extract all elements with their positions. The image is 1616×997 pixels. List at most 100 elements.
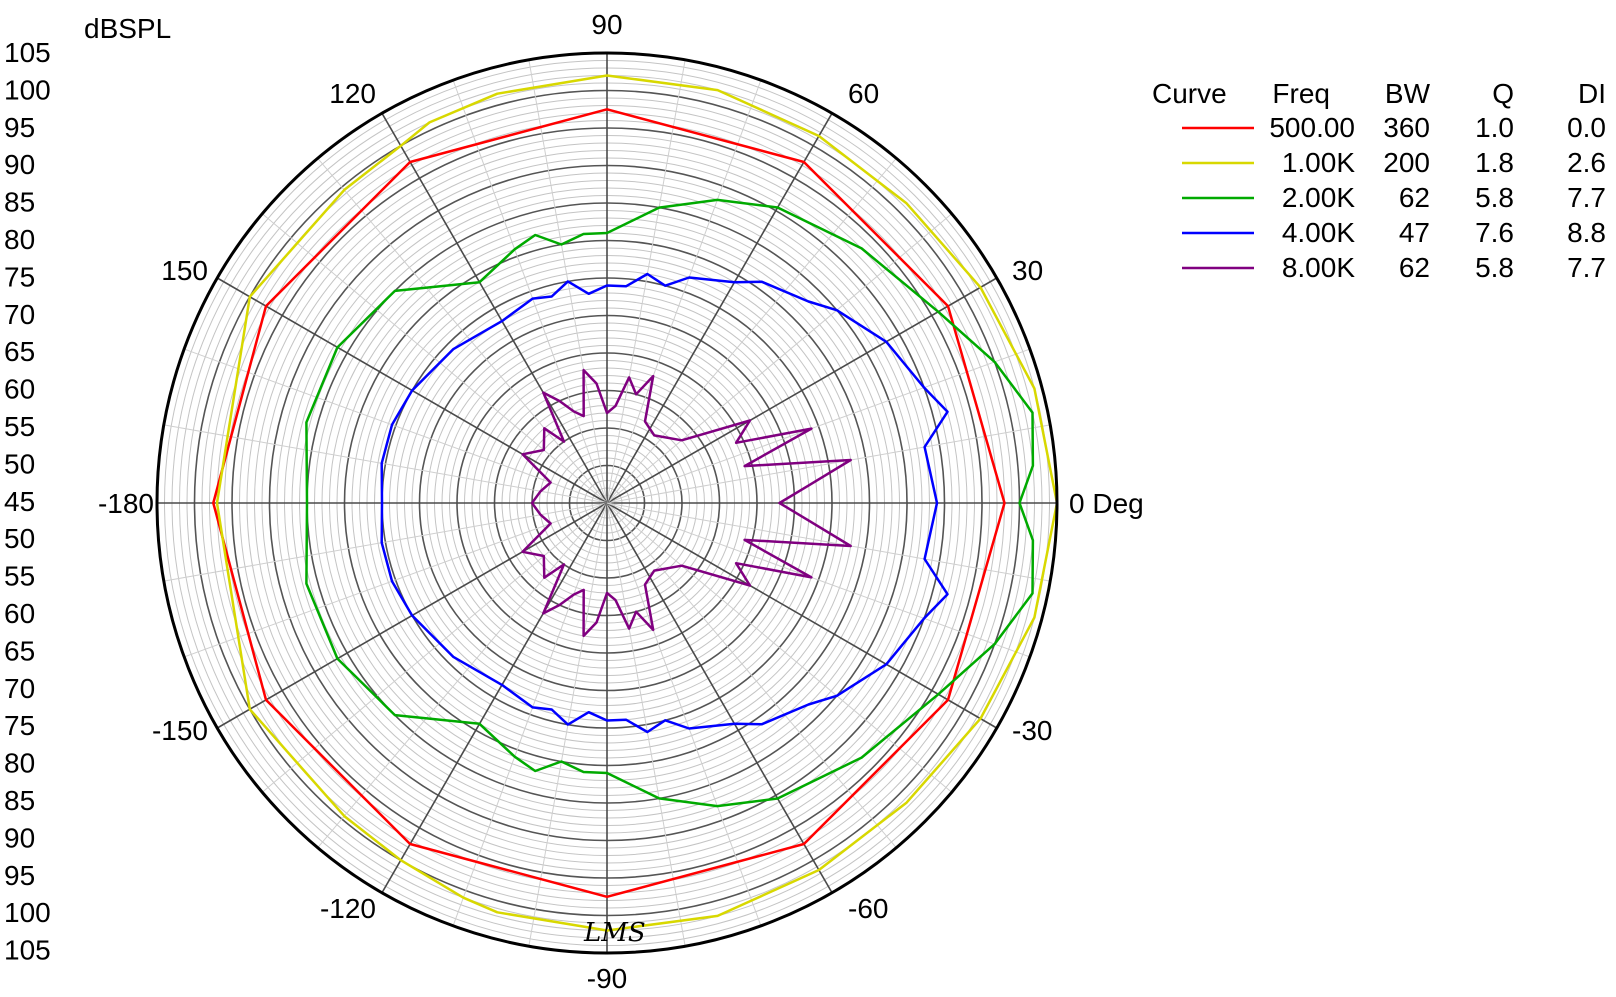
minor-spoke <box>606 502 686 947</box>
radial-tick-label: 95 <box>4 112 35 143</box>
angle-label: -120 <box>320 893 376 924</box>
angle-label: 0 Deg <box>1069 488 1144 519</box>
radial-tick-label: 55 <box>4 411 35 442</box>
outer-ring <box>155 51 1059 955</box>
radial-tick-label: 105 <box>4 37 51 68</box>
polar-grid <box>157 53 1057 953</box>
legend-q: 7.6 <box>1475 217 1514 248</box>
radial-tick-label: 65 <box>4 635 35 666</box>
legend-q: 1.8 <box>1475 147 1514 178</box>
minor-spoke <box>606 502 953 793</box>
minor-spoke <box>261 213 608 504</box>
radial-tick-label: 90 <box>4 149 35 180</box>
outer-circle <box>155 51 1059 955</box>
series-line-1 <box>212 108 1006 899</box>
minor-spoke <box>452 502 608 927</box>
lms-watermark: LMS <box>583 918 646 948</box>
legend-q: 5.8 <box>1475 252 1514 283</box>
series-line-4 <box>380 272 949 734</box>
minor-spoke <box>183 502 608 658</box>
radial-tick-label: 100 <box>4 897 51 928</box>
radial-tick-label: 70 <box>4 299 35 330</box>
radial-tick-label: 80 <box>4 224 35 255</box>
angle-label: -60 <box>848 893 888 924</box>
legend-di: 7.7 <box>1567 182 1606 213</box>
minor-spoke <box>606 424 1051 504</box>
major-spoke <box>606 502 833 894</box>
legend-di: 7.7 <box>1567 252 1606 283</box>
legend-di: 8.8 <box>1567 217 1606 248</box>
radial-tick-label: 95 <box>4 860 35 891</box>
angle-label: 90 <box>591 9 622 40</box>
minor-spoke <box>606 59 686 504</box>
minor-spoke <box>606 502 1031 658</box>
series-line-2 <box>215 74 1059 932</box>
minor-spoke <box>163 424 608 504</box>
radial-tick-label: 90 <box>4 822 35 853</box>
minor-spoke <box>452 79 608 504</box>
angle-label: -180 <box>98 488 154 519</box>
legend-di: 0.0 <box>1567 112 1606 143</box>
series-line-3 <box>305 198 1035 808</box>
legend-freq: 8.00K <box>1282 252 1355 283</box>
legend-bw: 200 <box>1383 147 1430 178</box>
y-axis-title: dBSPL <box>84 13 171 44</box>
radial-tick-label: 60 <box>4 374 35 405</box>
angle-label: -90 <box>587 963 627 994</box>
legend-bw: 360 <box>1383 112 1430 143</box>
minor-spoke <box>606 348 1031 504</box>
angle-label: 60 <box>848 78 879 109</box>
minor-spoke <box>606 79 762 504</box>
series-line-5 <box>521 368 852 638</box>
legend-bw: 62 <box>1399 182 1430 213</box>
radial-tick-label: 75 <box>4 261 35 292</box>
radial-tick-label: 55 <box>4 561 35 592</box>
radial-tick-label: 70 <box>4 673 35 704</box>
legend-q: 1.0 <box>1475 112 1514 143</box>
legend-freq: 500.00 <box>1269 112 1355 143</box>
series-group <box>212 74 1059 932</box>
minor-spoke <box>183 348 608 504</box>
radial-tick-label: 85 <box>4 785 35 816</box>
angle-label: -150 <box>152 715 208 746</box>
radial-tick-label: 80 <box>4 748 35 779</box>
angle-label: -30 <box>1012 715 1052 746</box>
radial-tick-label: 105 <box>4 935 51 966</box>
radial-tick-label: 65 <box>4 336 35 367</box>
major-spoke <box>606 112 833 504</box>
minor-spoke <box>317 502 608 849</box>
axis-labels: dBSPL 105 100 95 90 85 80 75 70 65 60 55 50 45 50 55 60 6… <box>4 9 1144 994</box>
minor-spoke <box>606 502 1051 582</box>
legend-header: Freq <box>1272 78 1330 109</box>
radial-tick-label: 85 <box>4 187 35 218</box>
radial-tick-label: 100 <box>4 74 51 105</box>
minor-spoke <box>317 157 608 504</box>
major-spoke <box>381 112 608 504</box>
major-spoke <box>606 502 998 729</box>
angle-label: 120 <box>329 78 376 109</box>
minor-spoke <box>261 502 608 793</box>
minor-spoke <box>163 502 608 582</box>
radial-tick-label: 50 <box>4 523 35 554</box>
legend-freq: 4.00K <box>1282 217 1355 248</box>
angle-label: 150 <box>161 255 208 286</box>
radial-tick-label: 75 <box>4 710 35 741</box>
radial-tick-label: 45 <box>4 486 35 517</box>
minor-spoke <box>606 502 762 927</box>
legend-header: Q <box>1492 78 1514 109</box>
major-spoke <box>381 502 608 894</box>
legend-bw: 47 <box>1399 217 1430 248</box>
major-spoke <box>606 277 998 504</box>
legend: Curve Freq BW Q DI 500.00 360 1.0 0.0 1.00K 200 1.8… <box>1152 78 1606 283</box>
legend-header: DI <box>1578 78 1606 109</box>
radial-tick-label: 50 <box>4 448 35 479</box>
legend-header: BW <box>1385 78 1431 109</box>
legend-header: Curve <box>1152 78 1227 109</box>
angle-label: 30 <box>1012 255 1043 286</box>
legend-freq: 1.00K <box>1282 147 1355 178</box>
minor-spoke <box>606 502 897 849</box>
legend-bw: 62 <box>1399 252 1430 283</box>
minor-spoke <box>606 157 897 504</box>
